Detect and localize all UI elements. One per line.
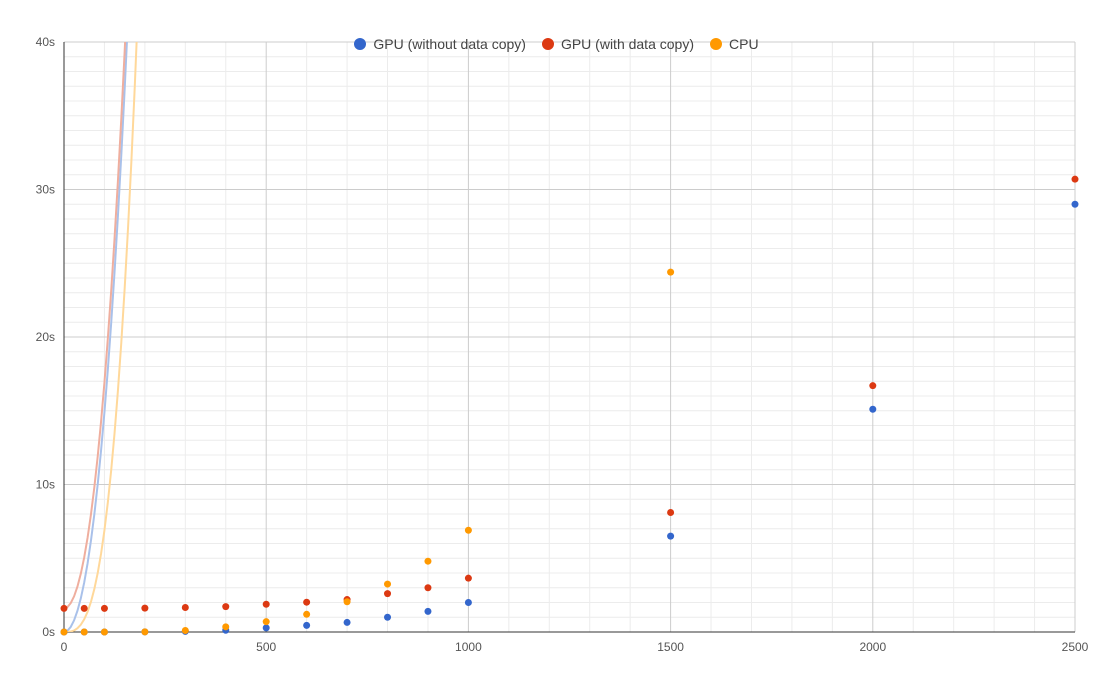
y-tick-label: 30s	[36, 183, 55, 197]
major-gridlines	[64, 41, 1076, 632]
data-point-series-2	[60, 628, 68, 636]
data-point-series-2	[384, 580, 392, 588]
data-point-series-1	[141, 604, 149, 612]
data-point-series-2	[141, 628, 149, 636]
x-tick-label: 2500	[1062, 640, 1089, 654]
data-point-series-0	[667, 532, 675, 540]
y-tick-label: 20s	[36, 330, 55, 344]
data-point-series-0	[464, 599, 472, 606]
data-point-series-1	[667, 509, 675, 517]
data-point-series-0	[343, 618, 351, 626]
data-point-series-1	[181, 604, 189, 612]
data-point-series-1	[384, 590, 392, 598]
trendline-series-2	[64, 0, 1075, 632]
data-point-series-1	[303, 598, 311, 606]
y-tick-label: 0s	[42, 625, 55, 639]
x-tick-label: 0	[61, 640, 68, 654]
data-point-series-0	[384, 613, 392, 621]
x-tick-label: 500	[256, 640, 276, 654]
trendline-series-1	[64, 42, 127, 610]
y-axis-tick-labels: 0s 10s 20s 30s 40s	[36, 35, 55, 639]
data-point-series-2	[464, 526, 472, 534]
axes	[63, 42, 1075, 633]
x-axis-tick-labels: 0 500 1000 1500 2000 2500	[61, 640, 1089, 654]
data-point-series-0	[1071, 200, 1079, 208]
data-point-series-1	[869, 382, 877, 390]
y-tick-label: 40s	[36, 35, 55, 49]
data-points	[60, 175, 1079, 636]
data-point-series-2	[262, 618, 270, 626]
data-point-series-2	[667, 268, 675, 276]
data-point-series-2	[424, 557, 432, 565]
trendlines	[64, 0, 1075, 632]
data-point-series-1	[100, 604, 108, 612]
data-point-series-1	[262, 600, 270, 608]
data-point-series-0	[424, 607, 432, 615]
x-tick-label: 1000	[455, 640, 482, 654]
data-point-series-2	[303, 610, 311, 618]
data-point-series-2	[80, 628, 88, 636]
x-tick-label: 1500	[657, 640, 684, 654]
data-point-series-1	[222, 603, 230, 611]
data-point-series-0	[262, 624, 270, 632]
data-point-series-2	[100, 628, 108, 636]
data-point-series-0	[869, 405, 877, 413]
trendline-series-0	[64, 42, 128, 632]
data-point-series-1	[464, 574, 472, 582]
data-point-series-1	[80, 604, 88, 612]
data-point-series-2	[181, 627, 189, 635]
data-point-series-2	[222, 623, 230, 631]
data-point-series-2	[343, 598, 351, 606]
data-point-series-1	[60, 604, 68, 612]
y-tick-label: 10s	[36, 478, 55, 492]
x-tick-label: 2000	[859, 640, 886, 654]
data-point-series-0	[303, 621, 311, 629]
data-point-series-1	[1071, 175, 1079, 183]
data-point-series-1	[424, 584, 432, 592]
